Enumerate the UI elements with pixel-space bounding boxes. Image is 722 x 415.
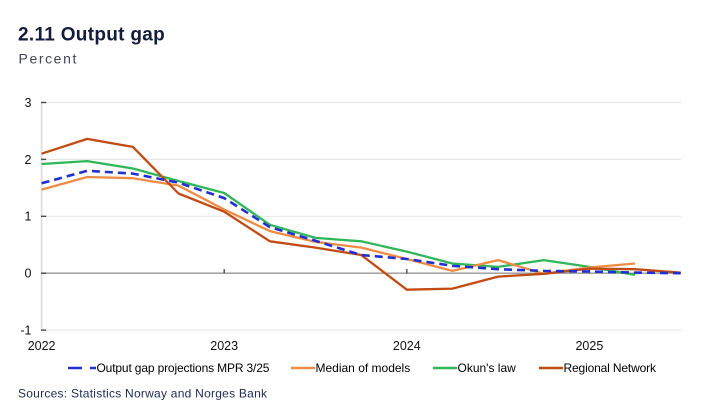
svg-text:Output gap projections MPR 3/2: Output gap projections MPR 3/25 bbox=[97, 361, 270, 375]
svg-text:2022: 2022 bbox=[28, 339, 56, 353]
svg-text:2023: 2023 bbox=[210, 339, 238, 353]
svg-text:2.11 Output gap: 2.11 Output gap bbox=[18, 25, 165, 46]
svg-text:1: 1 bbox=[25, 210, 32, 224]
svg-text:Regional Network: Regional Network bbox=[564, 361, 657, 375]
svg-text:3: 3 bbox=[25, 96, 32, 110]
svg-text:Percent: Percent bbox=[19, 51, 78, 67]
svg-text:-1: -1 bbox=[20, 324, 31, 338]
svg-text:2025: 2025 bbox=[575, 339, 603, 353]
svg-text:0: 0 bbox=[25, 267, 32, 281]
svg-text:Sources: Statistics Norway and: Sources: Statistics Norway and Norges Ba… bbox=[18, 386, 268, 400]
svg-text:2: 2 bbox=[25, 153, 32, 167]
svg-text:Okun's law: Okun's law bbox=[458, 361, 517, 375]
svg-text:Median of models: Median of models bbox=[316, 361, 411, 375]
svg-text:2024: 2024 bbox=[393, 339, 421, 353]
